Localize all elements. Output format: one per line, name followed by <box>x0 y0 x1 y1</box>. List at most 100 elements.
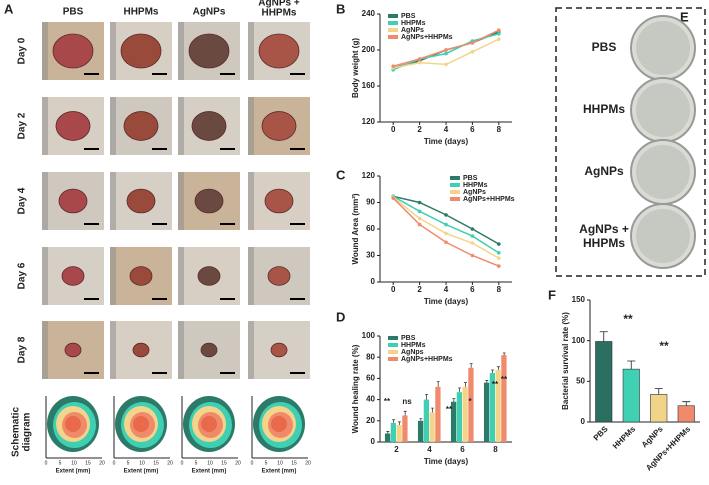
x-tick-label: 4 <box>444 285 449 294</box>
y-tick-label: 90 <box>366 198 375 207</box>
data-point <box>470 241 475 245</box>
schematic-tick-label: 15 <box>291 460 297 466</box>
petri-dish-inner <box>636 21 690 75</box>
row-label: Day 4 <box>17 187 28 214</box>
ruler <box>42 172 48 230</box>
x-tick-label: 4 <box>444 125 449 134</box>
y-tick-label: 50 <box>576 376 585 385</box>
bar <box>423 399 429 442</box>
dish-label: PBS <box>592 40 617 54</box>
x-tick-label: 2 <box>417 125 422 134</box>
petri-dish-inner <box>636 209 690 263</box>
schematic-xlabel: Extent (mm) <box>124 469 159 475</box>
data-point <box>444 222 448 227</box>
data-point <box>470 50 475 54</box>
x-tick-label: 2 <box>417 285 422 294</box>
data-point <box>497 28 501 32</box>
column-label: AgNPs <box>193 7 226 18</box>
ruler <box>110 247 116 305</box>
panel-label: A <box>4 1 14 16</box>
ruler <box>178 22 184 80</box>
y-tick-label: 160 <box>362 81 376 90</box>
wound <box>267 266 291 286</box>
legend-label: PBS <box>401 335 416 342</box>
column-label: AgNPs + <box>258 0 300 9</box>
ruler <box>42 247 48 305</box>
wound <box>126 188 156 214</box>
wound <box>58 188 88 214</box>
error-bar <box>392 419 396 423</box>
schematic-tick-label: 15 <box>221 460 227 466</box>
column-label: HHPMs <box>261 8 296 19</box>
legend-label: HHPMs <box>401 342 426 349</box>
y-tick-label: 240 <box>362 9 376 18</box>
y-tick-label: 120 <box>362 171 376 180</box>
significance-label: * <box>468 397 472 406</box>
panel-label: E <box>680 9 689 24</box>
schematic-tick-label: 0 <box>45 460 48 466</box>
panel-label: F <box>548 287 556 302</box>
bar <box>501 355 507 442</box>
schematic-tick-label: 20 <box>235 460 241 466</box>
bar <box>595 341 613 423</box>
ruler <box>42 22 48 80</box>
error-bar <box>496 366 500 370</box>
bar <box>396 425 402 442</box>
wound <box>194 188 224 214</box>
error-bar <box>386 431 390 434</box>
bar <box>456 392 462 442</box>
data-point <box>391 64 396 68</box>
wound <box>123 111 159 141</box>
bar <box>417 420 424 442</box>
y-tick-label: 200 <box>362 45 376 54</box>
schematic-tick-label: 15 <box>153 460 159 466</box>
data-point <box>497 251 501 255</box>
data-point <box>417 216 422 221</box>
error-bar <box>458 387 462 393</box>
legend-label: PBS <box>463 175 478 182</box>
legend-swatch <box>450 176 460 180</box>
x-tick-label: PBS <box>592 424 610 442</box>
significance-label: ** <box>492 380 499 389</box>
y-tick-label: 30 <box>366 251 375 260</box>
error-bar <box>463 382 467 387</box>
schematic-tick-label: 10 <box>139 460 145 466</box>
legend-swatch <box>388 336 398 340</box>
data-point <box>470 227 475 231</box>
series-line <box>393 195 500 245</box>
schematic-tick-label: 5 <box>127 460 130 466</box>
wound <box>197 266 221 286</box>
ruler <box>178 97 184 155</box>
x-axis-title: Time (days) <box>424 457 469 466</box>
petri-dish-inner <box>636 83 690 137</box>
y-axis-title: Bacterial survival rate (%) <box>561 312 570 410</box>
x-tick-label: 8 <box>497 125 502 134</box>
schematic-tick-label: 20 <box>99 460 105 466</box>
legend-label: AgNPs+HHPMs <box>401 34 453 41</box>
schematic-tick-label: 0 <box>251 460 254 466</box>
row-label: Schematic <box>11 407 22 457</box>
error-bar <box>430 407 434 413</box>
significance-label: ** <box>659 339 669 353</box>
series-line <box>392 196 500 259</box>
y-tick-label: 60 <box>366 224 375 233</box>
ruler <box>110 97 116 155</box>
schematic-xlabel: Extent (mm) <box>56 469 91 475</box>
error-bar <box>491 369 495 374</box>
y-axis-title: Wound Area (mm²) <box>351 193 360 264</box>
wound <box>120 33 162 69</box>
dashed-frame <box>555 7 706 277</box>
schematic-tick-label: 20 <box>167 460 173 466</box>
bar <box>450 401 457 442</box>
ruler <box>178 172 184 230</box>
error-bar <box>425 393 429 400</box>
x-tick-label: 6 <box>460 445 465 454</box>
bar <box>622 368 640 423</box>
legend-label: HHPMs <box>401 20 426 27</box>
y-tick-label: 120 <box>362 117 376 126</box>
data-point <box>470 234 475 238</box>
y-tick-label: 0 <box>371 437 376 446</box>
data-point <box>417 222 422 227</box>
data-point <box>497 32 501 36</box>
legend-label: HHPMs <box>463 182 488 189</box>
